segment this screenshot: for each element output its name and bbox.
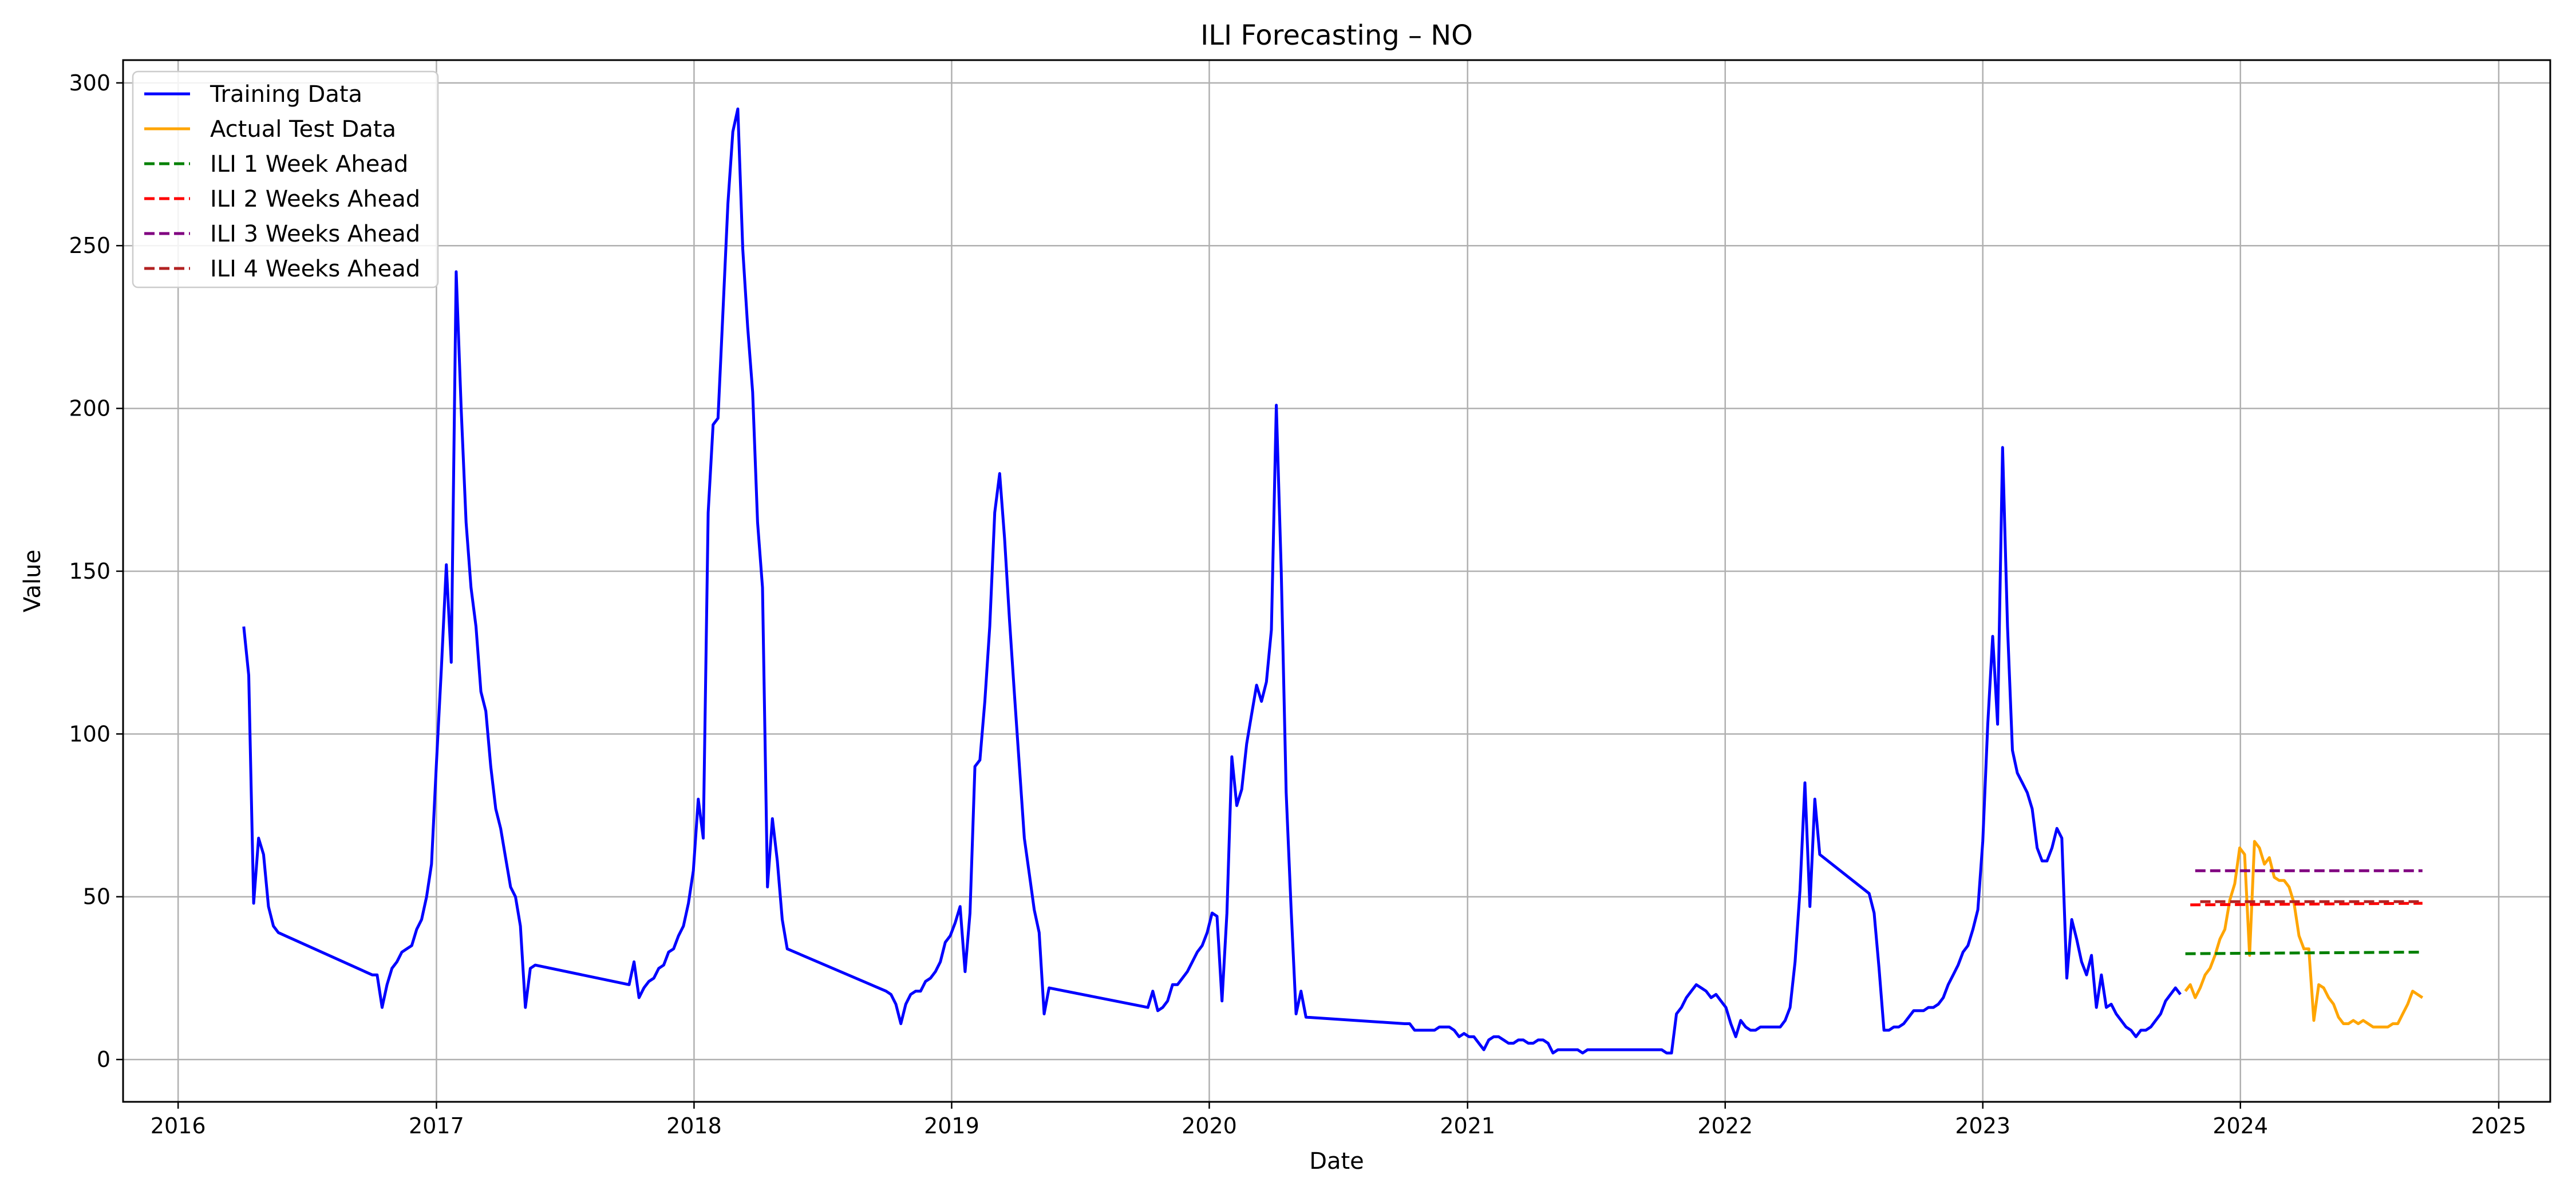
- x-tick-label: 2025: [2471, 1113, 2527, 1138]
- legend-label: ILI 3 Weeks Ahead: [210, 221, 420, 247]
- y-tick-label: 200: [69, 396, 110, 421]
- x-tick-label: 2020: [1182, 1113, 1237, 1138]
- y-tick-label: 100: [69, 721, 110, 746]
- series-line-ili-1-week-ahead: [2185, 950, 2423, 955]
- legend: Training Data Actual Test Data ILI 1 Week …: [132, 70, 439, 288]
- y-tick-label: 300: [69, 70, 110, 96]
- plot-frame: [122, 59, 2551, 1103]
- x-axis-title: Date: [1309, 1148, 1364, 1175]
- legend-label: ILI 2 Weeks Ahead: [210, 186, 420, 212]
- grid: [123, 60, 2550, 1102]
- y-tick-label: 150: [69, 559, 110, 584]
- legend-label: Actual Test Data: [210, 116, 396, 143]
- series-lines: [242, 107, 2424, 1055]
- x-tick-label: 2016: [151, 1113, 206, 1138]
- y-axis: 0 50 100 150 200 250 300: [69, 70, 123, 1072]
- x-tick-label: 2019: [924, 1113, 979, 1138]
- y-axis-title: Value: [19, 549, 46, 612]
- x-tick-label: 2023: [1955, 1113, 2010, 1138]
- y-tick-label: 0: [97, 1047, 110, 1072]
- y-tick-label: 250: [69, 233, 110, 258]
- legend-label: Training Data: [210, 81, 362, 108]
- legend-label: ILI 4 Weeks Ahead: [210, 256, 420, 282]
- y-tick-label: 50: [83, 884, 110, 910]
- series-line-training-data: [242, 107, 2182, 1055]
- chart-title: ILI Forecasting – NO: [1200, 19, 1473, 52]
- x-tick-label: 2017: [409, 1113, 464, 1138]
- series-line-ili-2-weeks-ahead: [2190, 902, 2423, 907]
- series-line-actual-test-data: [2184, 840, 2424, 1029]
- x-tick-label: 2021: [1440, 1113, 1495, 1138]
- x-tick-label: 2024: [2212, 1113, 2268, 1138]
- x-tick-label: 2018: [666, 1113, 722, 1138]
- legend-box: [132, 70, 439, 288]
- legend-label: ILI 1 Week Ahead: [210, 151, 408, 177]
- x-tick-label: 2022: [1697, 1113, 1753, 1138]
- x-axis: 2016 2017 2018 2019 2020 2021 2022 2023 2024 2025: [151, 1102, 2527, 1138]
